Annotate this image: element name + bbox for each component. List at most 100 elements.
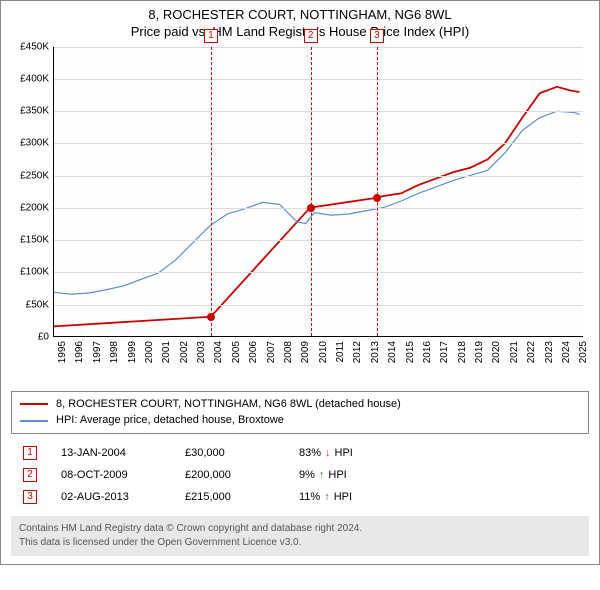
series-hpi — [54, 111, 580, 294]
x-tick-label: 2016 — [422, 341, 433, 363]
sales-delta-suffix: HPI — [335, 447, 353, 459]
y-tick-label: £100K — [20, 267, 49, 278]
x-tick-label: 1999 — [127, 341, 138, 363]
sale-marker-box: 3 — [370, 29, 384, 43]
x-tick-label: 2017 — [439, 341, 450, 363]
gridline — [54, 143, 583, 144]
sales-price: £200,000 — [185, 469, 275, 481]
y-tick-label: £50K — [26, 299, 49, 310]
x-tick-label: 2004 — [213, 341, 224, 363]
x-tick-label: 2019 — [474, 341, 485, 363]
sales-price: £30,000 — [185, 447, 275, 459]
gridline — [54, 272, 583, 273]
sale-marker-box: 1 — [204, 29, 218, 43]
sales-delta: 11% ↑ HPI — [299, 491, 352, 503]
gridline — [54, 79, 583, 80]
x-tick-label: 2007 — [266, 341, 277, 363]
x-tick-label: 1996 — [74, 341, 85, 363]
x-tick-label: 2000 — [144, 341, 155, 363]
x-tick-label: 2014 — [387, 341, 398, 363]
x-tick-label: 2018 — [457, 341, 468, 363]
sales-row: 2 08-OCT-2009 £200,000 9% ↑HPI — [11, 464, 589, 486]
y-axis: £0£50K£100K£150K£200K£250K£300K£350K£400… — [11, 47, 51, 337]
legend-row-property: 8, ROCHESTER COURT, NOTTINGHAM, NG6 8WL … — [20, 396, 580, 413]
sale-marker-point — [207, 313, 215, 321]
sale-marker-line — [377, 47, 378, 336]
gridline — [54, 240, 583, 241]
x-tick-label: 2020 — [491, 341, 502, 363]
sales-idx: 1 — [23, 446, 37, 460]
sales-date: 08-OCT-2009 — [61, 469, 161, 481]
sales-date: 02-AUG-2013 — [61, 491, 161, 503]
x-tick-label: 1995 — [57, 341, 68, 363]
sales-delta-pct: 83% — [299, 447, 321, 459]
y-tick-label: £350K — [20, 106, 49, 117]
y-tick-label: £150K — [20, 235, 49, 246]
y-tick-label: £0 — [38, 331, 49, 342]
x-tick-label: 2003 — [196, 341, 207, 363]
sales-delta-suffix: HPI — [334, 491, 352, 503]
x-axis: 1995 1996 1997 1998 1999 2000 2001 2002 2003 2004… — [53, 339, 583, 387]
legend-row-hpi: HPI: Average price, detached house, Brox… — [20, 412, 580, 429]
x-tick-label: 2010 — [318, 341, 329, 363]
sales-date: 13-JAN-2004 — [61, 447, 161, 459]
chart-title-2: Price paid vs. HM Land Registry's House … — [11, 24, 589, 41]
sales-delta-arrow-icon: ↑ — [324, 491, 330, 503]
sales-row: 3 02-AUG-2013 £215,000 11% ↑ HPI — [11, 486, 589, 508]
gridline — [54, 208, 583, 209]
y-tick-label: £300K — [20, 138, 49, 149]
sales-delta: 83% ↓ HPI — [299, 447, 353, 459]
sale-marker-line — [211, 47, 212, 336]
gridline — [54, 176, 583, 177]
attribution-footer: Contains HM Land Registry data © Crown c… — [11, 516, 589, 556]
x-tick-label: 1997 — [92, 341, 103, 363]
footer-line-1: Contains HM Land Registry data © Crown c… — [19, 522, 581, 536]
legend-label-hpi: HPI: Average price, detached house, Brox… — [56, 412, 284, 429]
x-tick-label: 2005 — [231, 341, 242, 363]
y-tick-label: £450K — [20, 41, 49, 52]
x-tick-label: 2011 — [335, 341, 346, 363]
legend-swatch-blue — [20, 420, 48, 422]
x-tick-label: 2015 — [405, 341, 416, 363]
sales-delta-arrow-icon: ↓ — [325, 447, 331, 459]
chart-card: 8, ROCHESTER COURT, NOTTINGHAM, NG6 8WL … — [0, 0, 600, 565]
sales-row: 1 13-JAN-2004 £30,000 83% ↓ HPI — [11, 442, 589, 464]
sales-idx: 2 — [23, 468, 37, 482]
series-svg — [54, 47, 583, 336]
x-tick-label: 1998 — [109, 341, 120, 363]
sales-delta: 9% ↑HPI — [299, 469, 347, 481]
x-tick-label: 2023 — [544, 341, 555, 363]
plot-area: 123 — [53, 47, 583, 337]
sales-delta-pct: 9% — [299, 469, 315, 481]
x-tick-label: 2021 — [509, 341, 520, 363]
x-tick-label: 2002 — [179, 341, 190, 363]
sales-delta-suffix: HPI — [328, 469, 346, 481]
legend-swatch-red — [20, 403, 48, 405]
sales-delta-pct: 11% — [299, 491, 320, 503]
sales-price: £215,000 — [185, 491, 275, 503]
chart-area: £0 £50K £100K £150K £200K £250K £300K £350K £400… — [11, 47, 589, 387]
x-tick-label: 2001 — [161, 341, 172, 363]
x-tick-label: 2024 — [561, 341, 572, 363]
sale-marker-box: 2 — [304, 29, 318, 43]
x-tick-label: 2008 — [283, 341, 294, 363]
gridline — [54, 47, 583, 48]
x-tick-label: 2009 — [300, 341, 311, 363]
x-tick-label: 2025 — [578, 341, 589, 363]
x-tick-label: 2012 — [352, 341, 363, 363]
x-tick-label: 2006 — [248, 341, 259, 363]
sale-marker-line — [311, 47, 312, 336]
y-tick-label: £250K — [20, 170, 49, 181]
footer-line-2: This data is licensed under the Open Gov… — [19, 536, 581, 550]
sales-delta-arrow-icon: ↑ — [319, 469, 325, 481]
legend-label-property: 8, ROCHESTER COURT, NOTTINGHAM, NG6 8WL … — [56, 396, 401, 413]
y-tick-label: £200K — [20, 202, 49, 213]
sales-idx: 3 — [23, 490, 37, 504]
chart-title-1: 8, ROCHESTER COURT, NOTTINGHAM, NG6 8WL — [11, 7, 589, 24]
x-tick-label: 2022 — [526, 341, 537, 363]
x-tick-label: 2013 — [370, 341, 381, 363]
y-tick-label: £400K — [20, 74, 49, 85]
sales-table: 1 13-JAN-2004 £30,000 83% ↓ HPI 2 08-OCT-2009 £2… — [11, 442, 589, 508]
series-property — [54, 87, 580, 327]
sale-marker-point — [307, 204, 315, 212]
